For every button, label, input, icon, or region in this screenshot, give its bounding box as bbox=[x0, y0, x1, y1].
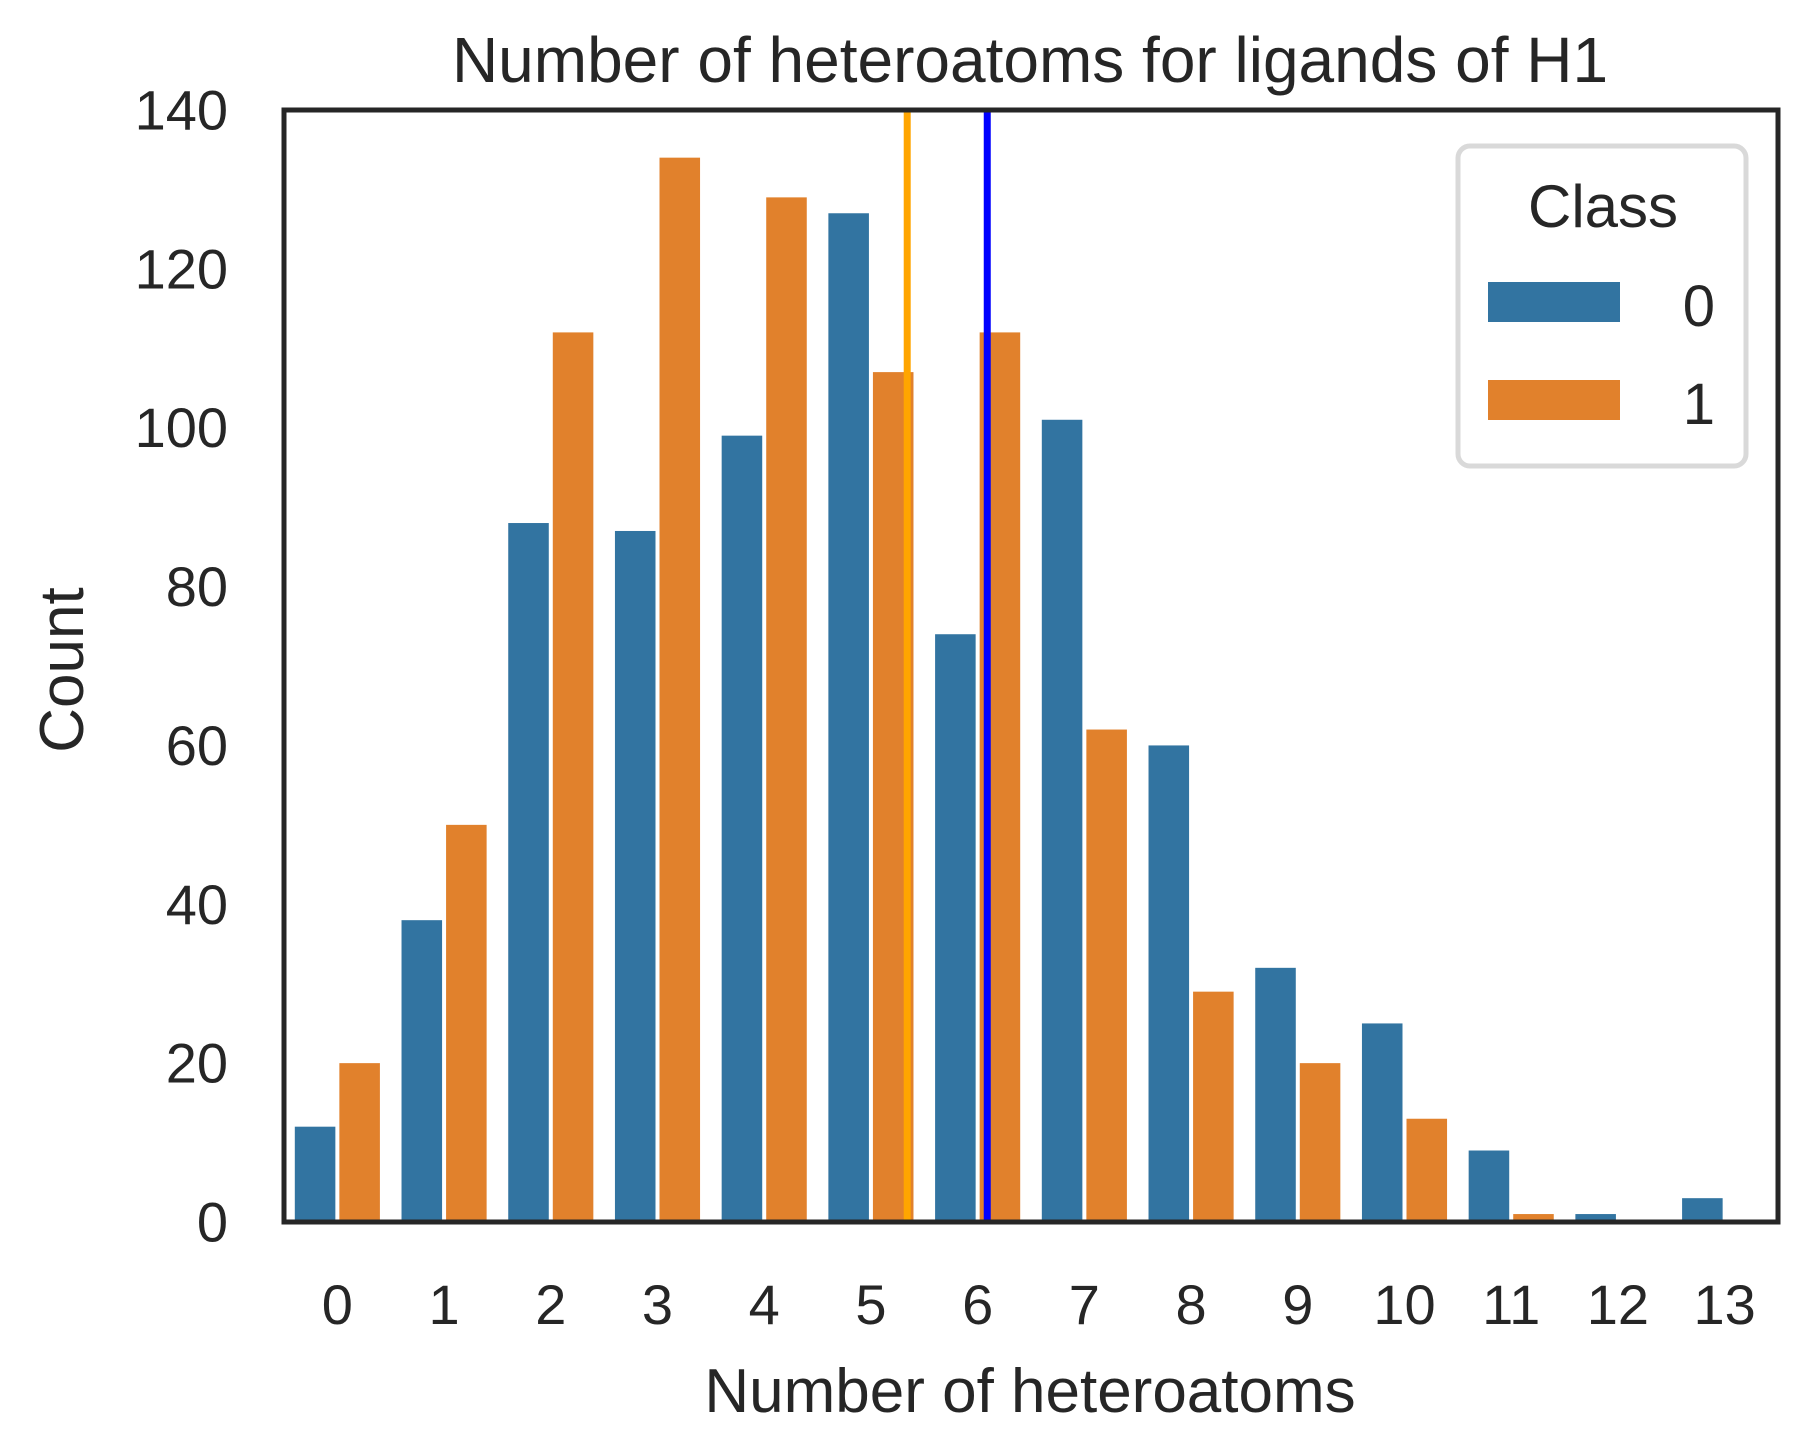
legend-swatch-class-1 bbox=[1488, 380, 1620, 420]
bar-class-1-cat-0 bbox=[339, 1063, 380, 1222]
bars-group bbox=[294, 157, 1723, 1223]
bar-class-0-cat-8 bbox=[1148, 745, 1190, 1222]
bar-class-0-cat-0 bbox=[294, 1126, 336, 1222]
plot-frame bbox=[281, 107, 1781, 1225]
y-tick-label: 80 bbox=[166, 555, 228, 618]
x-tick-label: 3 bbox=[642, 1273, 673, 1336]
x-tick-label: 4 bbox=[749, 1273, 780, 1336]
x-tick-label: 2 bbox=[535, 1273, 566, 1336]
x-tick-label: 11 bbox=[1482, 1273, 1540, 1336]
y-tick-label: 100 bbox=[135, 396, 228, 459]
x-tick-label: 5 bbox=[855, 1273, 886, 1336]
x-tick-label: 12 bbox=[1587, 1273, 1649, 1336]
y-tick-label: 120 bbox=[135, 237, 228, 300]
bar-class-0-cat-6 bbox=[935, 634, 976, 1222]
x-tick-label: 8 bbox=[1175, 1273, 1206, 1336]
bar-class-1-cat-8 bbox=[1193, 991, 1234, 1222]
x-tick-label: 13 bbox=[1693, 1273, 1755, 1336]
bar-class-1-cat-9 bbox=[1299, 1063, 1341, 1222]
chart-title: Number of heteroatoms for ligands of H1 bbox=[452, 24, 1608, 96]
bar-class-1-cat-3 bbox=[659, 157, 701, 1223]
legend: Class 0 1 bbox=[1455, 143, 1749, 469]
bar-class-0-cat-12 bbox=[1575, 1214, 1616, 1222]
bar-class-0-cat-3 bbox=[614, 530, 656, 1222]
bar-class-1-cat-4 bbox=[766, 197, 807, 1222]
y-tick-label: 20 bbox=[166, 1032, 228, 1095]
x-tick-label: 1 bbox=[428, 1273, 459, 1336]
x-tick-label: 0 bbox=[322, 1273, 353, 1336]
y-tick-label: 140 bbox=[135, 79, 228, 142]
bar-class-0-cat-11 bbox=[1468, 1150, 1510, 1222]
bar-class-0-cat-4 bbox=[721, 435, 763, 1223]
bar-class-1-cat-2 bbox=[552, 332, 594, 1222]
bar-class-0-cat-2 bbox=[508, 523, 549, 1222]
y-tick-label: 40 bbox=[166, 873, 228, 936]
x-axis-ticks: 0 1 2 3 4 5 6 7 8 9 10 11 12 13 bbox=[322, 1273, 1756, 1336]
bar-class-0-cat-13 bbox=[1682, 1198, 1723, 1222]
x-tick-label: 6 bbox=[962, 1273, 993, 1336]
bar-class-0-cat-10 bbox=[1361, 1023, 1403, 1222]
legend-label-class-1: 1 bbox=[1683, 372, 1715, 437]
y-tick-label: 60 bbox=[166, 714, 228, 777]
reference-lines bbox=[903, 110, 991, 1222]
y-axis-label: Count bbox=[28, 587, 97, 752]
x-axis-label: Number of heteroatoms bbox=[704, 1357, 1355, 1426]
bar-class-1-cat-11 bbox=[1513, 1214, 1554, 1222]
bar-class-0-cat-9 bbox=[1255, 967, 1296, 1222]
legend-label-class-0: 0 bbox=[1683, 274, 1715, 339]
bar-class-0-cat-7 bbox=[1041, 419, 1083, 1222]
x-tick-label: 9 bbox=[1282, 1273, 1313, 1336]
legend-swatch-class-0 bbox=[1488, 282, 1620, 322]
y-axis-ticks: 0 20 40 60 80 100 120 140 bbox=[135, 79, 228, 1254]
bar-class-0-cat-1 bbox=[401, 920, 443, 1222]
bar-class-0-cat-5 bbox=[828, 213, 869, 1222]
bar-class-1-cat-10 bbox=[1406, 1118, 1448, 1222]
x-tick-label: 10 bbox=[1373, 1273, 1435, 1336]
x-tick-label: 7 bbox=[1069, 1273, 1100, 1336]
legend-title: Class bbox=[1528, 173, 1678, 240]
bar-class-1-cat-7 bbox=[1086, 729, 1127, 1222]
y-tick-label: 0 bbox=[197, 1191, 228, 1254]
bar-class-1-cat-1 bbox=[446, 824, 487, 1222]
